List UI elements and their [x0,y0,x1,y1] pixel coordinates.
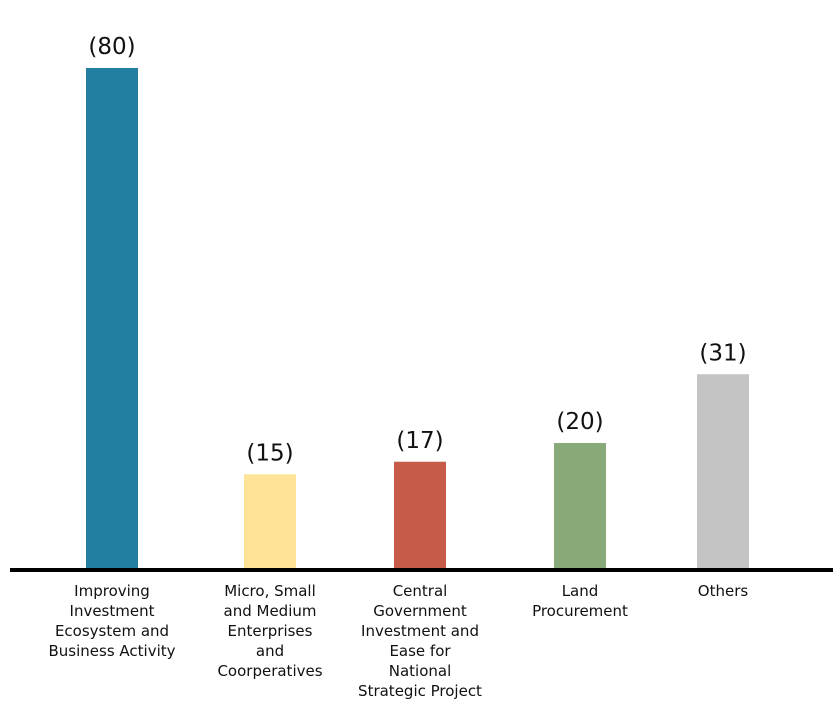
data-label-1: (80) [88,34,135,60]
category-label-line: Others [698,582,749,600]
bars-group [86,68,749,568]
category-label-3: Central Government Investment and Ease for N… [358,582,482,700]
data-label-3: (17) [396,428,443,454]
category-label-5: Others [698,582,749,600]
category-label-line: Business Activity [48,642,175,660]
category-label-line: Ecosystem and [55,622,169,640]
data-label-5: (31) [699,340,746,366]
bar-2 [244,474,296,568]
value-labels-group: (80) (15) (17) (20) (31) [88,34,746,466]
category-label-2: Micro, Small and Medium Enterprises and Coor… [217,582,322,680]
category-label-line: Procurement [532,602,628,620]
category-label-line: Strategic Project [358,682,482,700]
data-label-4: (20) [556,409,603,435]
bar-1 [86,68,138,568]
category-label-line: Micro, Small [224,582,316,600]
category-labels-group: Improving Investment Ecosystem and Business… [48,582,748,700]
category-label-line: Enterprises [228,622,313,640]
category-label-line: Ease for [389,642,451,660]
category-label-line: Central [393,582,448,600]
bar-5 [697,374,749,568]
bar-3 [394,461,446,568]
category-label-line: and [256,642,284,660]
category-label-line: Land [562,582,599,600]
data-label-2: (15) [246,440,293,466]
category-label-line: National [389,662,452,680]
category-label-1: Improving Investment Ecosystem and Business… [48,582,175,660]
category-label-4: Land Procurement [532,582,628,620]
category-label-line: Government [373,602,467,620]
category-label-line: Improving [74,582,150,600]
category-label-line: Investment [70,602,155,620]
category-label-line: and Medium [224,602,317,620]
category-label-line: Coorperatives [217,662,322,680]
bar-4 [554,443,606,568]
category-label-line: Investment and [361,622,479,640]
